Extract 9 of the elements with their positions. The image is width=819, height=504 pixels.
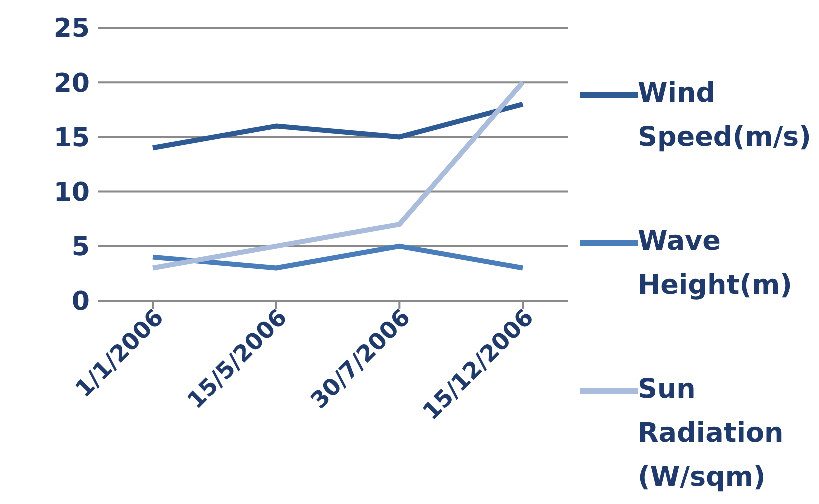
y-tick-label: 20: [54, 68, 90, 99]
legend-label: Wave Height(m): [638, 225, 794, 303]
legend-label: Wind Speed(m/s): [638, 77, 812, 155]
y-tick-label: 0: [72, 287, 90, 318]
y-tick-label: 15: [54, 123, 90, 154]
y-tick-label: 5: [72, 232, 90, 263]
y-tick-label: 10: [54, 178, 90, 208]
legend-label: Sun Radiation (W/sqm): [638, 373, 785, 495]
y-tick-label: 25: [54, 14, 90, 44]
